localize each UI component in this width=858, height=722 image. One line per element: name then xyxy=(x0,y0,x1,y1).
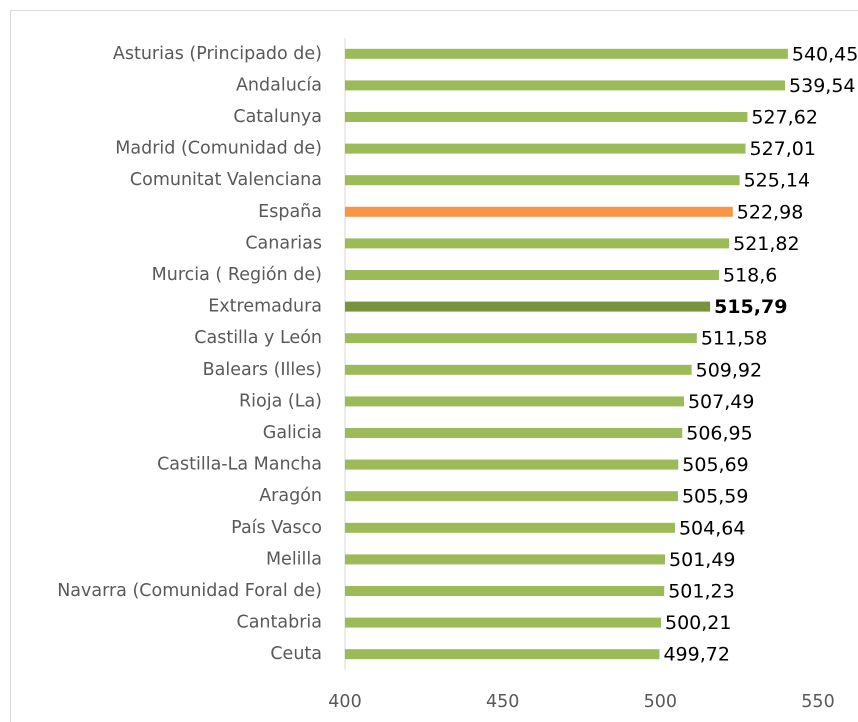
bar xyxy=(345,112,748,122)
bar xyxy=(345,649,660,660)
bar xyxy=(345,396,684,407)
bar xyxy=(345,333,697,344)
bar xyxy=(345,586,665,596)
value-label: 525,14 xyxy=(744,170,810,192)
value-label: 505,69 xyxy=(682,454,748,476)
value-label: 509,92 xyxy=(696,359,762,381)
bar xyxy=(345,364,692,375)
value-label: 540,45 xyxy=(792,43,858,65)
bar xyxy=(345,554,666,565)
y-tick-label: Comunitat Valenciana xyxy=(130,170,322,190)
y-tick-label: Madrid (Comunidad de) xyxy=(115,139,322,159)
bar xyxy=(345,143,746,154)
bar xyxy=(345,428,683,438)
value-label: 499,72 xyxy=(663,644,729,666)
value-label: 501,23 xyxy=(668,581,734,603)
value-label: 507,49 xyxy=(688,391,754,413)
bar xyxy=(345,617,661,628)
x-tick-label: 450 xyxy=(486,692,519,712)
y-tick-label: Galicia xyxy=(263,423,322,443)
bar xyxy=(345,459,679,470)
y-tick-label: Rioja (La) xyxy=(239,391,322,411)
value-label: 511,58 xyxy=(701,328,767,350)
value-label: 506,95 xyxy=(686,423,752,445)
value-label: 522,98 xyxy=(737,201,803,223)
y-tick-label: Aragón xyxy=(259,486,322,506)
y-tick-label: Castilla-La Mancha xyxy=(157,455,322,475)
y-tick-label: Extremadura xyxy=(208,297,322,317)
y-tick-label: Melilla xyxy=(266,549,322,569)
value-label: 501,49 xyxy=(669,549,735,571)
y-tick-label: Asturias (Principado de) xyxy=(113,44,322,64)
value-label: 539,54 xyxy=(789,75,855,97)
value-label: 521,82 xyxy=(733,233,799,255)
y-tick-label: Ceuta xyxy=(270,644,322,664)
bar xyxy=(345,175,740,186)
value-label: 518,6 xyxy=(723,265,777,287)
y-tick-label: Castilla y León xyxy=(194,328,322,348)
y-tick-label: Andalucía xyxy=(236,75,322,95)
value-label: 515,79 xyxy=(714,296,787,318)
bar xyxy=(345,491,678,502)
y-tick-label: Canarias xyxy=(245,233,322,253)
y-tick-label: Balears (Illes) xyxy=(203,360,322,380)
y-tick-label: País Vasco xyxy=(231,518,322,538)
value-label: 504,64 xyxy=(679,517,745,539)
x-tick-label: 500 xyxy=(644,692,677,712)
y-tick-label: Cantabria xyxy=(236,613,322,633)
bar xyxy=(345,48,788,59)
x-tick-label: 550 xyxy=(801,692,834,712)
y-tick-label: Murcia ( Región de) xyxy=(152,265,322,285)
value-label: 500,21 xyxy=(665,612,731,634)
bar xyxy=(345,301,711,312)
y-tick-label: Catalunya xyxy=(233,107,322,127)
y-tick-label: España xyxy=(258,202,322,222)
bar xyxy=(345,206,733,217)
bar xyxy=(345,80,786,91)
bar xyxy=(345,522,675,533)
bar xyxy=(345,270,719,280)
y-tick-label: Navarra (Comunidad Foral de) xyxy=(57,581,322,601)
bar xyxy=(345,238,730,249)
x-tick-label: 400 xyxy=(328,692,361,712)
value-label: 527,01 xyxy=(750,138,816,160)
value-label: 527,62 xyxy=(751,107,817,129)
value-label: 505,59 xyxy=(682,486,748,508)
